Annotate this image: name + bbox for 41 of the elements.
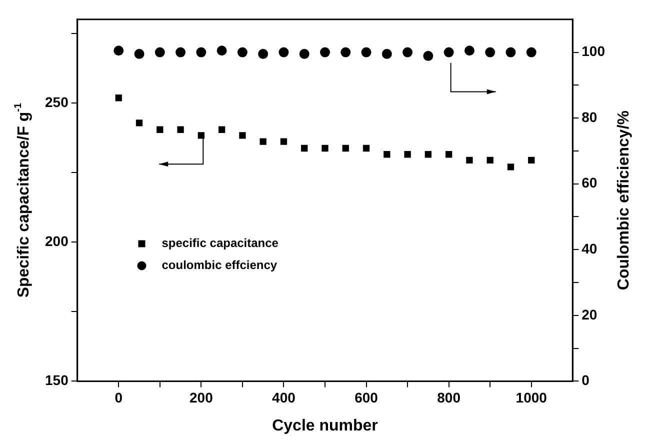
y2-tick-label: 60: [582, 174, 598, 191]
x-tick-label: 200: [190, 389, 214, 406]
point: [136, 120, 143, 126]
x-tick-label: 1000: [516, 389, 548, 406]
point: [362, 144, 370, 152]
legend-label: specific capacitance: [162, 236, 279, 250]
legend-label: coulombic effciency: [162, 258, 278, 272]
x-tick-label: 800: [437, 389, 461, 406]
point: [342, 144, 349, 152]
point: [239, 132, 246, 139]
point: [507, 164, 514, 170]
point: [404, 151, 411, 158]
y2-tick-label: 100: [582, 43, 606, 60]
point: [280, 138, 288, 145]
point: [528, 156, 535, 164]
y-tick-label: 250: [45, 94, 69, 110]
x-tick-label: 400: [272, 389, 296, 406]
point: [466, 156, 473, 164]
y2-tick-label: 20: [582, 306, 598, 322]
point: [156, 126, 164, 133]
point: [486, 156, 494, 164]
y-axis-title: Specific capacitance/F g-1: [12, 102, 32, 298]
point: [322, 144, 328, 152]
point: [301, 144, 308, 152]
point: [445, 151, 452, 158]
y-tick-label: 150: [45, 372, 69, 388]
x-tick-label: 600: [354, 389, 378, 406]
y2-axis-title: Coulombic efficiency/%: [615, 110, 632, 290]
point: [198, 132, 205, 139]
y2-tick-label: 40: [582, 240, 598, 256]
point: [218, 126, 226, 133]
y2-tick-label: 80: [582, 108, 598, 125]
point: [424, 151, 432, 158]
point: [384, 151, 390, 158]
point: [177, 126, 184, 133]
y-tick-label: 200: [45, 232, 69, 249]
point: [260, 138, 266, 145]
point: [115, 94, 122, 102]
y2-tick-label: 0: [582, 372, 590, 388]
x-tick-label: 0: [114, 389, 123, 406]
x-axis-title: Cycle number: [272, 417, 378, 434]
